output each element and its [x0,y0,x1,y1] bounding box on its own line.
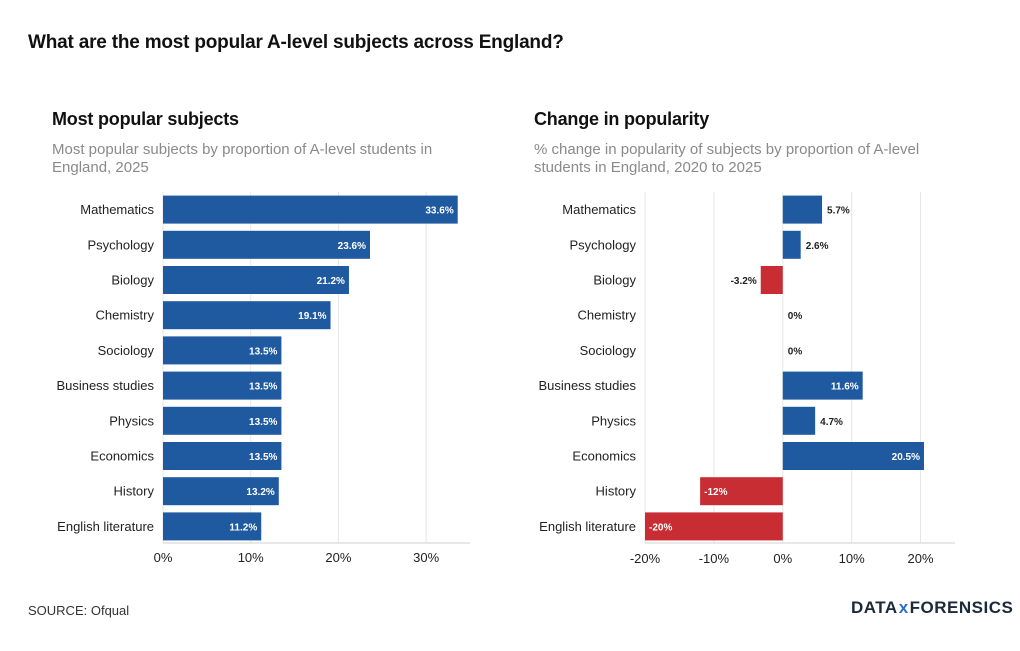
right-category-label: Mathematics [562,202,636,217]
right-data-label: 20.5% [892,452,920,463]
left-category-label: Chemistry [95,308,154,323]
left-bar [163,266,349,294]
right-chart-subtitle: % change in popularity of subjects by pr… [534,141,920,176]
left-category-label: History [114,484,155,499]
right-bar [700,477,783,506]
right-category-label: Economics [572,449,636,464]
right-bar [760,266,783,294]
right-data-label: 4.7% [820,417,843,428]
right-bar [782,230,801,259]
left-category-label: Biology [111,273,154,288]
right-data-label: 0% [788,311,803,322]
right-tick-label: -10% [699,551,730,566]
right-bar [782,371,863,400]
right-data-label: 11.6% [831,382,859,393]
left-category-label: Sociology [98,343,155,358]
left-category-label: English literature [57,519,154,534]
right-chart-title: Change in popularity [534,109,710,129]
left-data-label: 19.1% [298,311,326,322]
left-category-label: Business studies [56,378,154,393]
right-data-label: -3.2% [731,276,757,287]
right-bar [782,442,924,470]
right-data-label: 0% [788,346,803,357]
left-bar [163,477,279,506]
page-title: What are the most popular A-level subjec… [28,32,564,53]
left-bar [163,336,282,365]
right-category-label: Business studies [538,378,636,393]
left-bar [163,442,282,470]
left-bar [163,512,262,541]
source-note: SOURCE: Ofqual [28,603,130,618]
left-data-label: 13.5% [249,382,277,393]
left-data-label: 13.5% [249,346,277,357]
right-category-label: Chemistry [577,308,636,323]
left-data-label: 21.2% [317,276,345,287]
left-category-label: Economics [90,449,154,464]
left-bar [163,406,282,435]
left-category-label: Mathematics [80,202,154,217]
left-data-label: 13.5% [249,452,277,463]
left-tick-label: 0% [154,550,173,565]
right-category-label: English literature [539,519,636,534]
left-category-label: Psychology [88,237,155,252]
right-category-label: Sociology [580,343,637,358]
left-chart-title: Most popular subjects [52,109,239,129]
left-category-label: Physics [109,413,154,428]
right-tick-label: 20% [908,551,934,566]
right-data-label: -20% [649,522,672,533]
left-bar [163,230,371,259]
left-bar [163,301,331,330]
left-bar [163,195,458,224]
right-data-label: 5.7% [827,206,850,217]
left-data-label: 33.6% [425,206,453,217]
right-tick-label: -20% [630,551,661,566]
right-tick-label: 0% [773,551,792,566]
right-bar [782,406,816,435]
right-data-label: -12% [704,487,727,498]
right-category-label: History [596,484,637,499]
left-chart-subtitle: Most popular subjects by proportion of A… [52,141,433,176]
right-category-label: Psychology [570,237,637,252]
left-data-label: 13.5% [249,417,277,428]
left-data-label: 13.2% [246,487,274,498]
right-category-label: Physics [591,413,636,428]
right-data-label: 2.6% [806,241,829,252]
right-tick-label: 10% [839,551,865,566]
right-bar [782,195,823,224]
right-category-label: Biology [593,273,636,288]
data-forensics-logo: DATAxFORENSICS [851,598,1014,617]
left-data-label: 23.6% [338,241,366,252]
left-tick-label: 30% [413,550,439,565]
left-bar [163,371,282,400]
left-tick-label: 10% [238,550,264,565]
right-bar [645,512,783,541]
left-tick-label: 20% [325,550,351,565]
left-data-label: 11.2% [229,522,257,533]
